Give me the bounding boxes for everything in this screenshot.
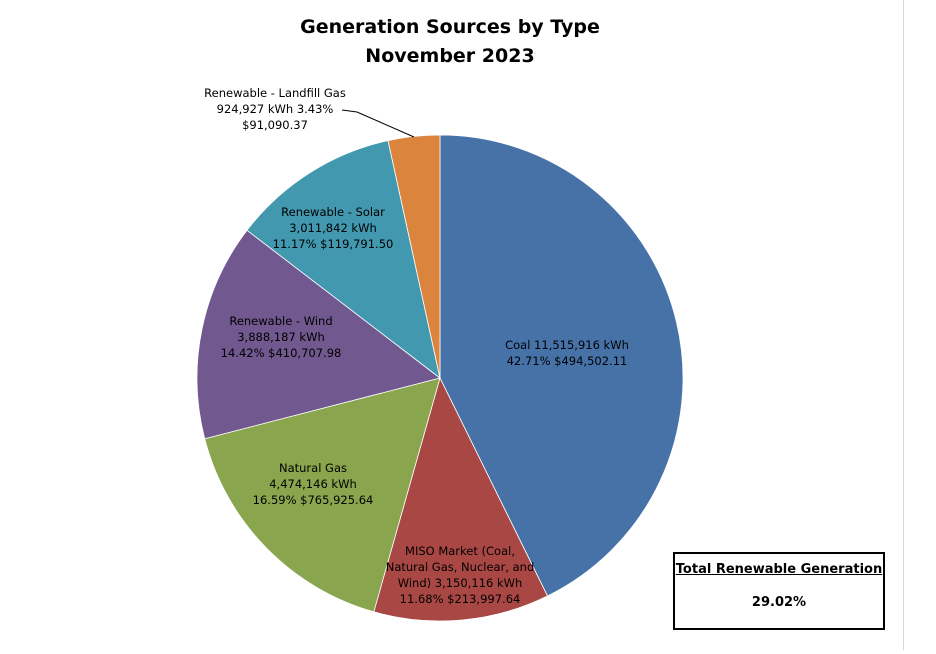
total-renewable-box: Total Renewable Generation 29.02% xyxy=(673,552,885,630)
chart-title-line-1: Generation Sources by Type xyxy=(300,16,600,38)
pie-slice-renewable-wind xyxy=(196,229,441,440)
slice-label: 4,474,146 kWh xyxy=(269,477,357,491)
slice-label: Wind) 3,150,116 kWh xyxy=(398,576,523,590)
slice-label: 16.59% $765,925.64 xyxy=(253,493,374,507)
slice-label: 924,927 kWh 3.43% xyxy=(217,102,334,116)
leader-line xyxy=(341,109,415,138)
slice-label: Renewable - Wind xyxy=(229,314,332,328)
slice-label: Natural Gas xyxy=(279,461,347,475)
slice-label: Coal 11,515,916 kWh xyxy=(505,338,629,352)
slice-label: 3,888,187 kWh xyxy=(237,330,325,344)
slice-label: Renewable - Solar xyxy=(281,205,385,219)
slice-label: $91,090.37 xyxy=(242,118,308,132)
slice-label: 42.71% $494,502.11 xyxy=(507,354,628,368)
slice-label: 14.42% $410,707.98 xyxy=(221,346,342,360)
slice-label: Natural Gas, Nuclear, and xyxy=(386,560,535,574)
slice-label: MISO Market (Coal, xyxy=(405,544,515,558)
pie-slice-natural-gas xyxy=(204,377,441,613)
pie-slice-coal xyxy=(439,134,684,597)
chart-border xyxy=(903,0,904,650)
pie-slice-miso-market-coal-natural-gas-nuclear-and-wind xyxy=(373,376,548,622)
total-renewable-value: 29.02% xyxy=(751,595,807,610)
slice-label: 11.68% $213,997.64 xyxy=(400,592,521,606)
total-renewable-heading: Total Renewable Generation xyxy=(675,562,883,577)
slice-label: Renewable - Landfill Gas xyxy=(204,86,346,100)
chart-title-line-2: November 2023 xyxy=(365,45,534,67)
pie-slice-renewable-solar xyxy=(246,140,441,379)
slice-label: 3,011,842 kWh xyxy=(289,221,377,235)
slice-label: 11.17% $119,791.50 xyxy=(273,237,394,251)
